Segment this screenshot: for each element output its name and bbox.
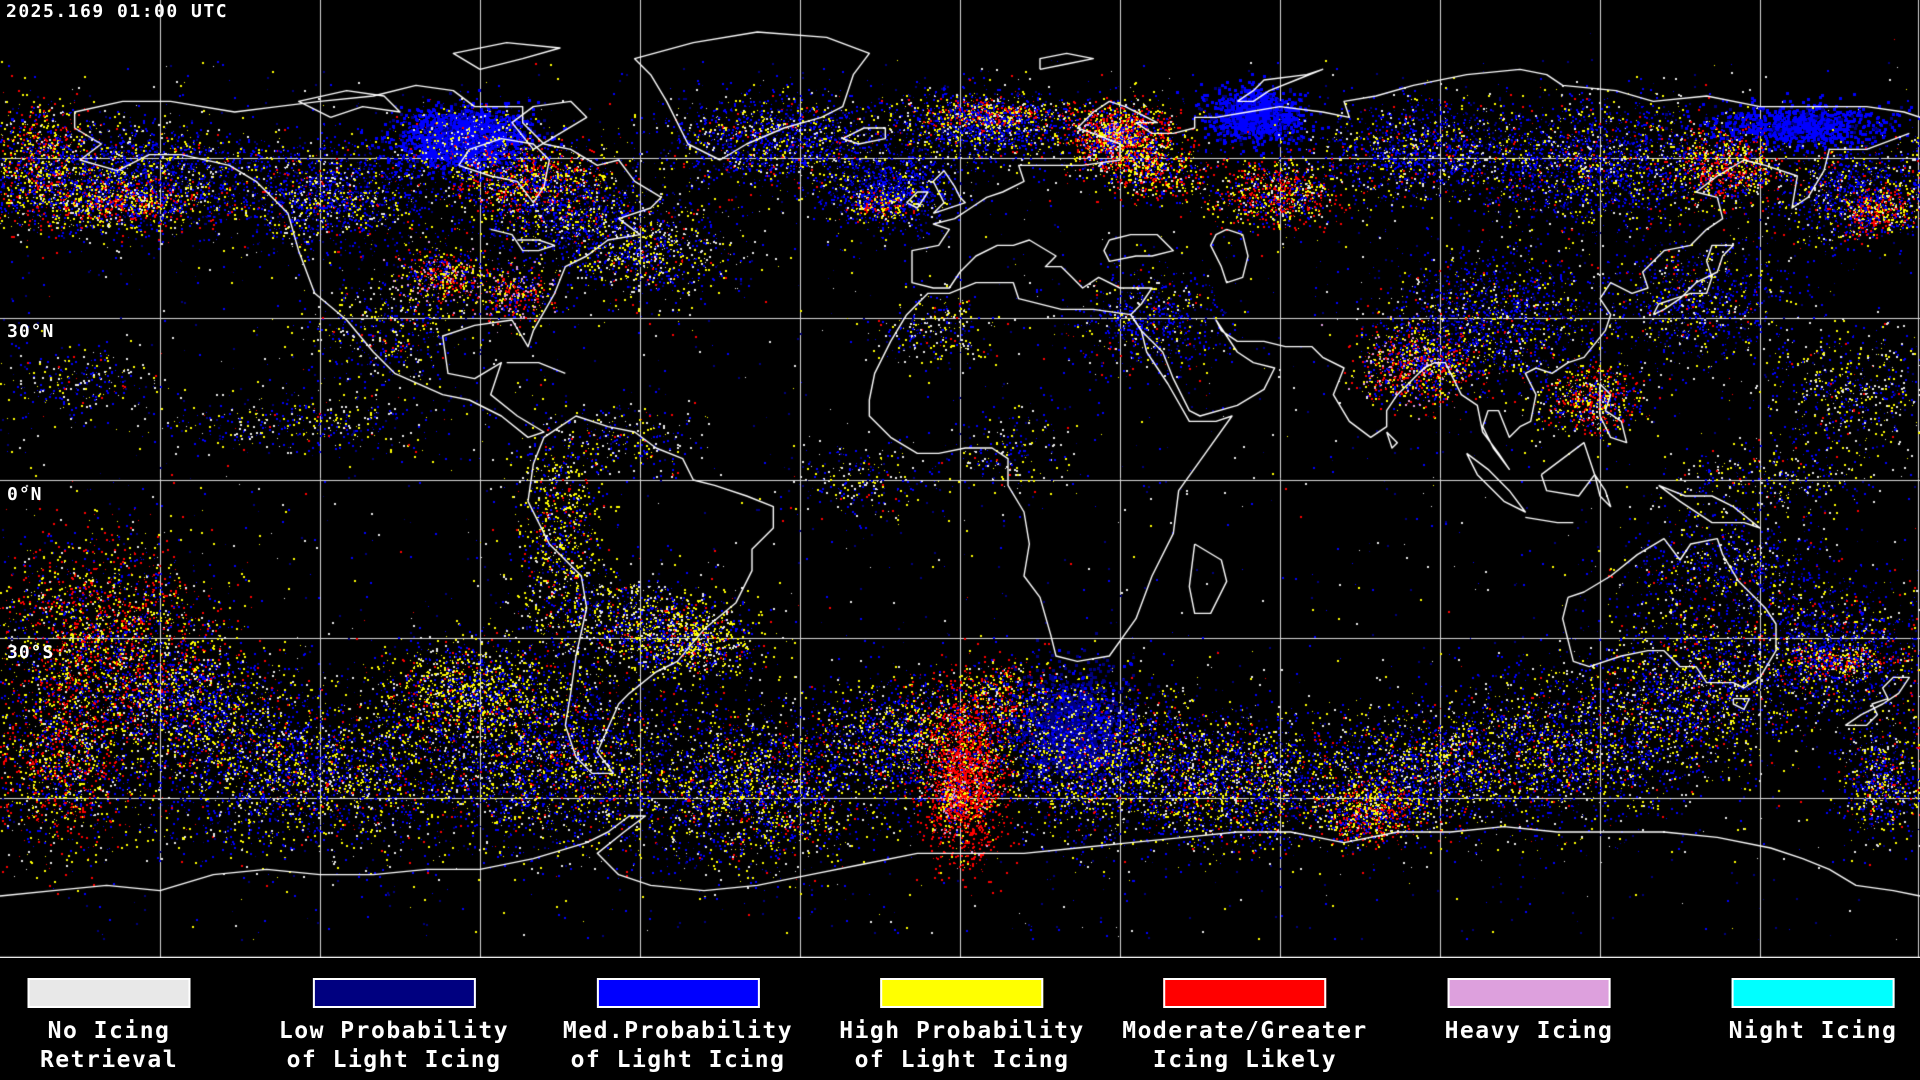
legend-item-moderate-greater: Moderate/Greater Icing Likely (1122, 978, 1368, 1075)
moderate-greater-label: Moderate/Greater Icing Likely (1122, 1018, 1368, 1073)
latitude-label-0n: 0°N (7, 484, 43, 505)
latitude-label-30n: 30°N (7, 321, 55, 342)
legend-item-no-icing: No Icing Retrieval (27, 978, 191, 1075)
high-probability-swatch (880, 978, 1044, 1008)
high-probability-label: High Probability of Light Icing (839, 1018, 1085, 1073)
moderate-greater-swatch (1163, 978, 1327, 1008)
no-icing-swatch (27, 978, 191, 1008)
legend-item-med-probability: Med.Probability of Light Icing (563, 978, 793, 1075)
heavy-icing-label: Heavy Icing (1444, 1018, 1614, 1044)
night-icing-swatch (1731, 978, 1895, 1008)
legend-item-heavy-icing: Heavy Icing (1445, 978, 1614, 1046)
heavy-icing-swatch (1447, 978, 1611, 1008)
med-probability-swatch (596, 978, 760, 1008)
legend: No Icing Retrieval Low Probability of Li… (0, 958, 1920, 1080)
night-icing-label: Night Icing (1728, 1018, 1898, 1044)
low-probability-swatch (312, 978, 476, 1008)
no-icing-label: No Icing Retrieval (39, 1018, 179, 1073)
latitude-label-30s: 30°S (7, 642, 55, 663)
world-map-canvas (0, 0, 1920, 960)
timestamp-label: 2025.169 01:00 UTC (6, 1, 229, 22)
legend-item-low-probability: Low Probability of Light Icing (279, 978, 509, 1075)
med-probability-label: Med.Probability of Light Icing (562, 1018, 794, 1073)
low-probability-label: Low Probability of Light Icing (278, 1018, 510, 1073)
icing-map: 2025.169 01:00 UTC 30°N 0°N 30°S (0, 0, 1920, 960)
legend-item-night-icing: Night Icing (1729, 978, 1898, 1046)
legend-item-high-probability: High Probability of Light Icing (839, 978, 1085, 1075)
